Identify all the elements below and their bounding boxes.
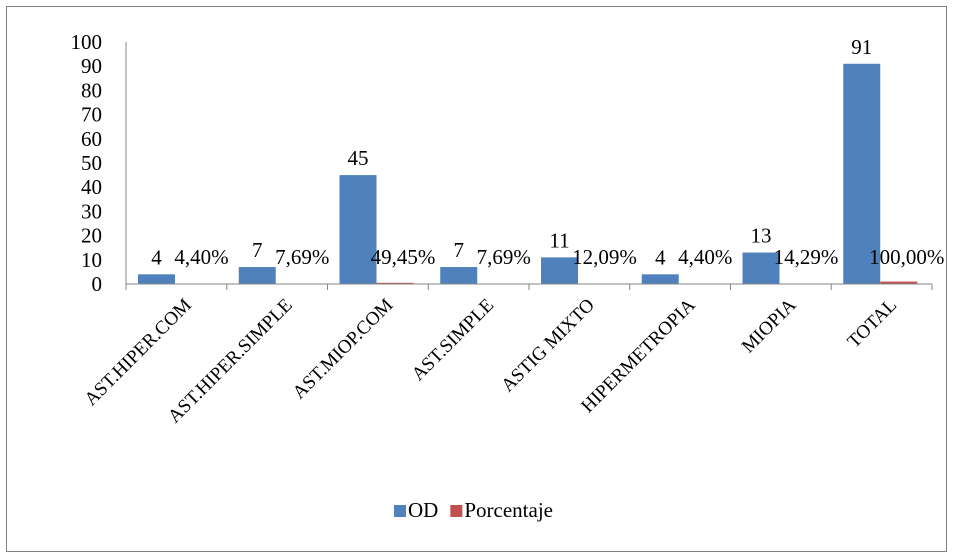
chart-frame: 0 10 20 30 40 50 60 70 80 90 100 4 4,40% 7 7,69% 45 49,… bbox=[6, 6, 947, 552]
x-category-label: AST.HIPER.COM bbox=[81, 295, 196, 410]
legend-label: Porcentaje bbox=[464, 498, 553, 522]
bar-od bbox=[541, 257, 578, 284]
data-label-od: 45 bbox=[348, 146, 369, 170]
bar-od bbox=[641, 274, 679, 284]
data-label-porcentaje: 4,40% bbox=[678, 245, 732, 269]
data-label-porcentaje: 7,69% bbox=[275, 245, 329, 269]
legend-swatch bbox=[394, 505, 406, 517]
data-label-porcentaje: 7,69% bbox=[477, 245, 531, 269]
y-tick-label: 40 bbox=[81, 175, 102, 199]
bar-od bbox=[440, 267, 478, 284]
data-label-od: 7 bbox=[454, 238, 465, 262]
y-tick-label: 100 bbox=[71, 30, 103, 54]
y-tick-label: 80 bbox=[81, 78, 102, 102]
y-tick-label: 0 bbox=[92, 272, 103, 296]
bar-od bbox=[238, 267, 276, 284]
bar-porcentaje bbox=[376, 282, 414, 284]
x-category-label: AST.MIOP.COM bbox=[289, 295, 398, 404]
data-label-porcentaje: 14,29% bbox=[774, 245, 839, 269]
y-tick-label: 50 bbox=[81, 151, 102, 175]
data-label-od: 4 bbox=[151, 245, 162, 269]
data-label-od: 7 bbox=[252, 238, 263, 262]
y-tick-label: 10 bbox=[81, 248, 102, 272]
bar-od bbox=[138, 274, 175, 284]
data-label-porcentaje: 12,09% bbox=[572, 245, 637, 269]
data-label-porcentaje: 4,40% bbox=[174, 245, 228, 269]
x-category-label: AST.SIMPLE bbox=[408, 295, 498, 385]
x-category-label: ASTIG MIXTO bbox=[497, 295, 599, 397]
data-label-porcentaje: 49,45% bbox=[371, 245, 436, 269]
legend-swatch bbox=[450, 505, 463, 517]
data-label-od: 4 bbox=[655, 245, 666, 269]
bar-od bbox=[339, 175, 377, 284]
data-label-porcentaje: 100,00% bbox=[869, 245, 944, 269]
data-label-od: 91 bbox=[851, 35, 872, 59]
data-label-od: 11 bbox=[549, 228, 569, 252]
x-category-label: MIOPIA bbox=[738, 294, 801, 357]
bar-od bbox=[843, 63, 881, 284]
y-tick-label: 30 bbox=[81, 199, 102, 223]
x-category-label: TOTAL bbox=[844, 295, 902, 353]
data-label-od: 13 bbox=[751, 224, 772, 248]
x-category-label: HIPERMETROPIA bbox=[577, 294, 700, 417]
y-tick-label: 20 bbox=[81, 224, 102, 248]
y-tick-label: 90 bbox=[81, 54, 102, 78]
bar-od bbox=[742, 252, 780, 284]
legend-label: OD bbox=[408, 498, 438, 522]
y-tick-label: 70 bbox=[81, 103, 102, 127]
y-tick-label: 60 bbox=[81, 127, 102, 151]
bar-porcentaje bbox=[880, 281, 918, 284]
